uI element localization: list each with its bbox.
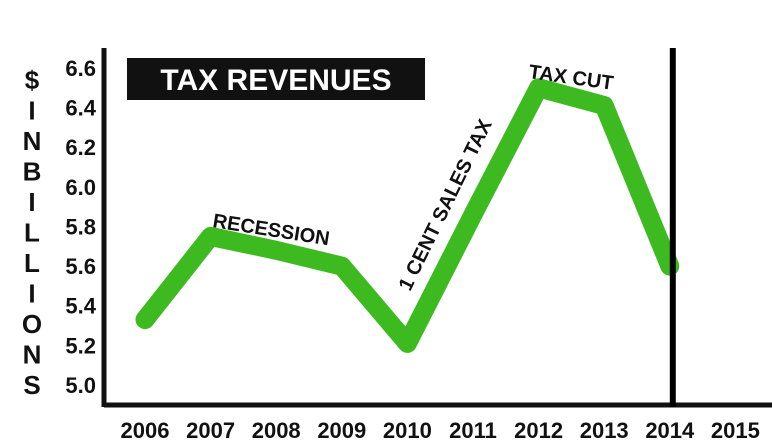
y-tick-label: 5.4 xyxy=(65,294,96,319)
y-tick-label: 6.6 xyxy=(65,56,96,81)
y-label-char: $ xyxy=(25,65,40,95)
x-tick-label: 2007 xyxy=(186,418,235,443)
y-label-char: I xyxy=(28,96,35,126)
y-tick-label: 5.6 xyxy=(65,254,96,279)
data-point xyxy=(405,341,410,346)
y-label-char: S xyxy=(23,370,40,400)
data-point xyxy=(208,234,213,239)
x-tick-label: 2010 xyxy=(383,418,432,443)
y-label-char: N xyxy=(23,126,42,156)
data-point xyxy=(339,264,344,269)
x-tick-label: 2009 xyxy=(317,418,366,443)
series-group xyxy=(135,78,680,353)
y-tick-label: 6.4 xyxy=(65,96,96,121)
y-tick-label: 6.2 xyxy=(65,135,96,160)
y-label-char: L xyxy=(24,248,40,278)
y-label-char: B xyxy=(23,157,42,187)
data-point xyxy=(143,317,147,322)
x-tick-label: 2012 xyxy=(514,418,563,443)
y-label-char: L xyxy=(24,218,40,248)
x-tick-label: 2015 xyxy=(711,418,760,443)
data-point xyxy=(471,212,475,217)
x-tick-label: 2013 xyxy=(580,418,629,443)
x-tick-label: 2011 xyxy=(449,418,497,443)
y-tick-label: 5.8 xyxy=(65,215,96,240)
x-tick-label: 2008 xyxy=(252,418,301,443)
y-label-char: O xyxy=(22,309,42,339)
title-text: TAX REVENUES xyxy=(160,64,391,97)
data-point xyxy=(274,248,279,253)
x-tick-label: 2014 xyxy=(645,418,695,443)
chart-title: TAX REVENUES xyxy=(127,58,425,100)
y-tick-label: 6.0 xyxy=(65,175,96,200)
data-point xyxy=(536,85,541,90)
x-tick-labels: 2006 2007 2008 2009 2010 2011 2012 2013 2014 2015 xyxy=(121,418,760,443)
x-tick-label: 2006 xyxy=(121,418,170,443)
title-background xyxy=(127,58,425,100)
y-tick-labels: 6.6 6.4 6.2 6.0 5.8 5.6 5.4 5.2 5.0 xyxy=(65,56,96,398)
data-point xyxy=(602,103,607,108)
y-tick-label: 5.0 xyxy=(65,373,96,398)
y-tick-label: 5.2 xyxy=(65,333,96,358)
y-label-char: I xyxy=(28,187,35,217)
y-label-char: N xyxy=(23,340,42,370)
y-label-char: I xyxy=(28,279,35,309)
